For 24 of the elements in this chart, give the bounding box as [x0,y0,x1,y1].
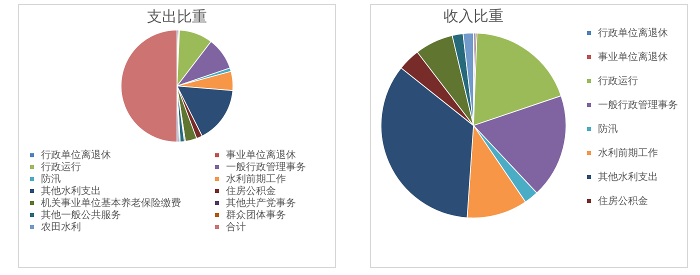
legend-label: 群众团体事务 [226,209,286,221]
legend-label: 其他共产党事务 [226,197,296,209]
legend-label: 水利前期工作 [598,147,658,159]
legend-label: 其他水利支出 [598,171,658,183]
legend-label: 合计 [226,221,246,233]
legend-label: 其他一般公共服务 [41,209,121,221]
legend-label: 机关事业单位基本养老保险缴费 [41,197,181,209]
legend-label: 防汛 [41,173,61,185]
legend-label: 行政运行 [41,161,81,173]
legend-label: 行政运行 [598,75,638,87]
legend-label: 行政单位离退休 [41,149,111,162]
legend-label: 一般行政管理事务 [226,161,306,173]
chart-title: 收入比重 [444,7,504,25]
legend-label: 农田水利 [41,221,81,233]
legend-label: 事业单位离退休 [598,51,668,63]
legend-label: 防汛 [598,123,618,135]
legend-label: 一般行政管理事务 [598,99,678,111]
legend-label: 水利前期工作 [226,173,286,185]
legend-label: 住房公积金 [226,185,276,197]
legend-label: 其他水利支出 [41,185,101,197]
legend-label: 住房公积金 [598,195,648,207]
chart-title: 支出比重 [147,7,207,26]
legend-label: 事业单位离退休 [226,149,296,162]
legend-label: 行政单位离退休 [598,27,668,39]
